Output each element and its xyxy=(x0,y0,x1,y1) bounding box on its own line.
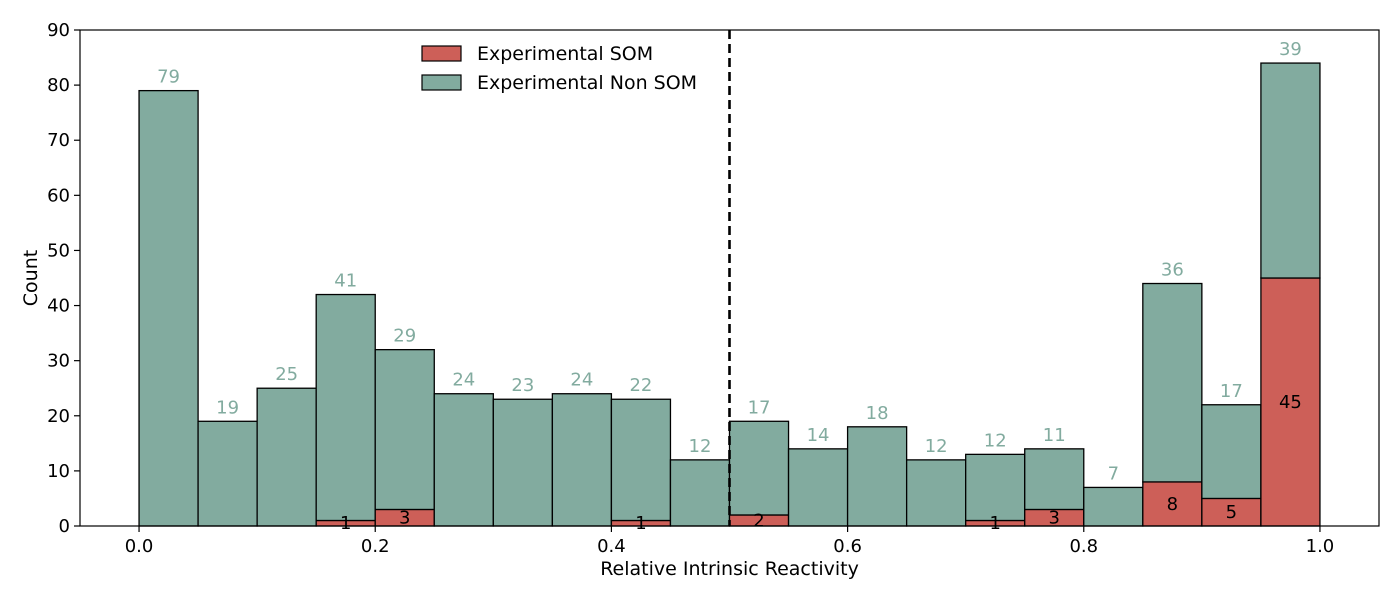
som-bar xyxy=(1142,481,1203,527)
x-tick-label: 0.8 xyxy=(1069,536,1098,557)
som-count-label: 1 xyxy=(989,513,1000,534)
non-som-count-label: 24 xyxy=(570,370,593,391)
non-som-count-label: 12 xyxy=(925,436,948,457)
non-som-bar xyxy=(1142,282,1203,483)
non-som-bar xyxy=(433,393,494,527)
y-axis-title: Count xyxy=(20,250,42,306)
non-som-count-label: 23 xyxy=(511,375,534,396)
som-count-label: 8 xyxy=(1167,494,1178,515)
non-som-count-label: 79 xyxy=(157,67,180,88)
non-som-count-label: 7 xyxy=(1108,463,1119,484)
non-som-bar xyxy=(1024,448,1085,511)
non-som-bar xyxy=(138,89,199,527)
non-som-bar xyxy=(787,448,849,527)
non-som-bar xyxy=(965,453,1026,522)
non-som-bar xyxy=(846,426,908,527)
y-tick-label: 0 xyxy=(59,516,70,537)
y-tick-label: 70 xyxy=(47,130,70,151)
non-som-count-label: 12 xyxy=(984,430,1007,451)
y-tick-label: 50 xyxy=(47,240,70,261)
non-som-bar xyxy=(905,459,967,527)
non-som-bar xyxy=(728,420,790,516)
y-tick-label: 60 xyxy=(47,185,70,206)
axes-layer: 0.0 0.2 0.4 0.6 0.8 1.0 0 10 20 30 40 50 60 70 80 90 Rel… xyxy=(20,20,1380,580)
som-count-label: 1 xyxy=(635,513,646,534)
som-count-label: 45 xyxy=(1279,392,1302,413)
non-som-bar xyxy=(1260,62,1321,279)
x-tick-label: 0.4 xyxy=(597,536,626,557)
non-som-bar xyxy=(610,398,672,522)
legend-label: Experimental SOM xyxy=(477,43,653,65)
plot-frame xyxy=(79,29,1380,527)
legend-swatch xyxy=(421,45,462,62)
non-som-bar xyxy=(1083,486,1144,527)
non-som-count-label: 12 xyxy=(689,436,712,457)
non-som-bar xyxy=(551,393,613,527)
non-som-count-label: 17 xyxy=(1220,381,1243,402)
non-som-count-label: 22 xyxy=(629,375,652,396)
x-tick-label: 1.0 xyxy=(1306,536,1335,557)
non-som-count-label: 36 xyxy=(1161,260,1184,281)
y-tick-label: 80 xyxy=(47,75,70,96)
bars-layer xyxy=(138,62,1321,527)
som-count-label: 3 xyxy=(1049,508,1060,529)
x-axis-title: Relative Intrinsic Reactivity xyxy=(600,558,859,580)
non-som-count-label: 25 xyxy=(275,364,298,385)
x-tick-label: 0.6 xyxy=(833,536,862,557)
non-som-count-label: 24 xyxy=(452,370,475,391)
non-som-count-label: 11 xyxy=(1043,425,1066,446)
non-som-bar xyxy=(492,398,554,527)
som-count-label: 2 xyxy=(753,510,764,531)
som-bar xyxy=(1260,277,1321,527)
som-bar xyxy=(1201,497,1262,527)
y-tick-label: 40 xyxy=(47,296,70,317)
non-som-bar xyxy=(374,348,435,511)
y-tick-label: 20 xyxy=(47,406,70,427)
non-som-count-label: 19 xyxy=(216,397,239,418)
y-tick-label: 30 xyxy=(47,351,70,372)
legend-label: Experimental Non SOM xyxy=(477,72,697,94)
non-som-bar xyxy=(256,387,317,527)
non-som-count-label: 14 xyxy=(807,425,830,446)
non-som-count-label: 18 xyxy=(866,403,889,424)
non-som-bar xyxy=(315,293,376,522)
legend-swatch xyxy=(421,74,462,91)
y-tick-label: 90 xyxy=(47,20,70,41)
non-som-count-label: 39 xyxy=(1279,39,1302,60)
y-tick-label: 10 xyxy=(47,461,70,482)
som-count-label: 1 xyxy=(340,513,351,534)
som-count-label: 5 xyxy=(1226,502,1237,523)
som-count-label: 3 xyxy=(399,508,410,529)
non-som-bar xyxy=(669,459,731,527)
x-tick-label: 0.0 xyxy=(125,536,154,557)
non-som-bar xyxy=(1201,404,1262,500)
non-som-count-label: 41 xyxy=(334,271,357,292)
non-som-count-label: 29 xyxy=(393,326,416,347)
x-tick-label: 0.2 xyxy=(361,536,390,557)
non-som-bar xyxy=(197,420,258,527)
non-som-count-label: 17 xyxy=(748,397,771,418)
legend: Experimental SOM Experimental Non SOM xyxy=(421,43,697,94)
